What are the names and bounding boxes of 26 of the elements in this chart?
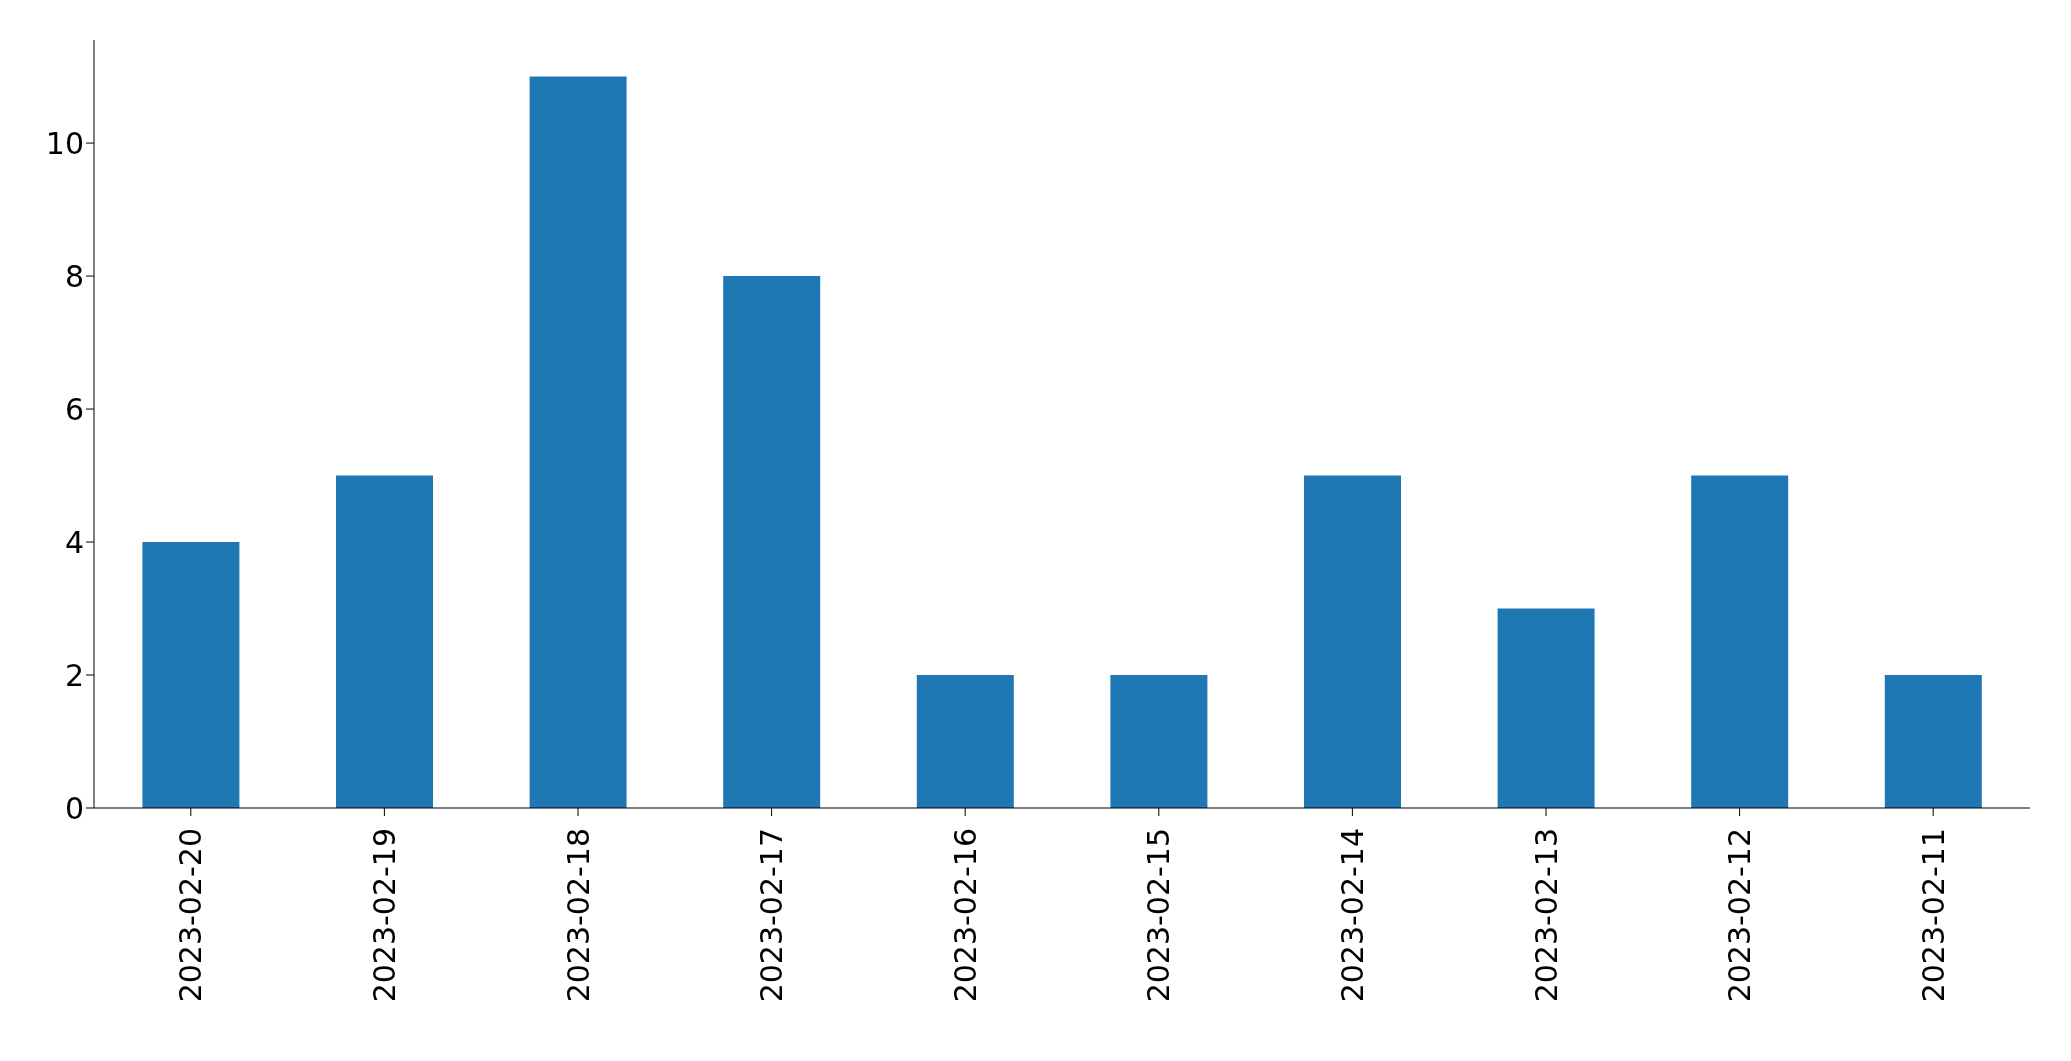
bar bbox=[1691, 475, 1789, 808]
bar bbox=[336, 475, 433, 808]
x-tick-label: 2023-02-11 bbox=[1915, 828, 1951, 1003]
bar bbox=[1110, 675, 1208, 808]
y-tick-label: 2 bbox=[64, 657, 84, 693]
bar bbox=[1884, 675, 1982, 808]
x-tick-label: 2023-02-16 bbox=[947, 828, 983, 1003]
x-tick-label: 2023-02-20 bbox=[173, 828, 209, 1003]
bar bbox=[142, 542, 240, 808]
x-tick-label: 2023-02-17 bbox=[754, 828, 790, 1003]
y-tick-label: 0 bbox=[64, 790, 84, 826]
bar bbox=[1497, 608, 1595, 808]
x-tick-label: 2023-02-15 bbox=[1141, 828, 1177, 1003]
y-tick-label: 10 bbox=[45, 125, 84, 161]
y-tick-label: 8 bbox=[64, 258, 84, 294]
y-tick-label: 6 bbox=[64, 391, 84, 427]
x-tick-label: 2023-02-12 bbox=[1722, 828, 1758, 1003]
x-tick-label: 2023-02-14 bbox=[1334, 828, 1370, 1003]
bar bbox=[916, 675, 1014, 808]
y-tick-label: 4 bbox=[64, 524, 84, 560]
x-tick-label: 2023-02-13 bbox=[1528, 828, 1564, 1003]
bar bbox=[529, 76, 627, 808]
x-tick-label: 2023-02-19 bbox=[366, 828, 402, 1003]
bar bbox=[1304, 475, 1401, 808]
bar bbox=[723, 276, 821, 808]
x-tick-label: 2023-02-18 bbox=[560, 828, 596, 1003]
